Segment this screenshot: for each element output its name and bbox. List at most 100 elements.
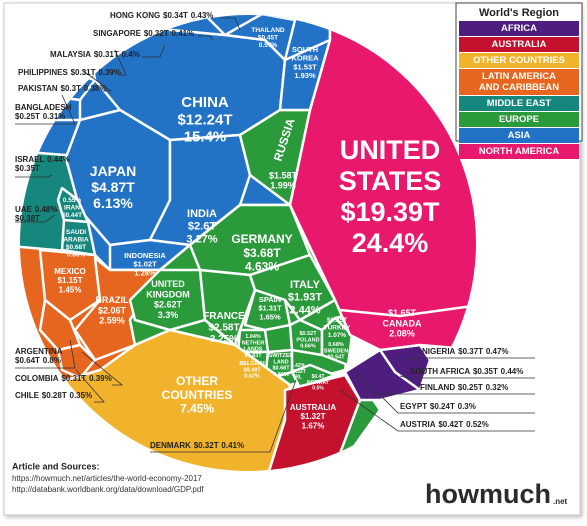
country-gdp: $2.06T	[98, 306, 127, 316]
leader-line	[142, 44, 166, 58]
country-label: TURKEY	[324, 324, 351, 331]
country-label: $0.25T 0.31%	[15, 112, 65, 121]
country-gdp: $0.64T	[15, 356, 40, 365]
country-label: IRAN	[64, 204, 80, 211]
country-share: 1.93%	[294, 71, 316, 80]
country-label: 4.63%	[245, 260, 279, 274]
country-name: UNITED	[151, 279, 185, 289]
country-label: $1.15T	[58, 276, 83, 285]
country-label: COLOMBIA $0.31T 0.39%	[15, 374, 112, 383]
country-label: $1.02T	[133, 260, 157, 269]
cell	[38, 248, 102, 322]
country-share: 2.59%	[99, 316, 125, 326]
country-share: 1.99%	[270, 181, 296, 191]
leader-line	[81, 69, 113, 92]
country-name: INDONESIA	[124, 251, 166, 260]
country-label: $0.33T	[290, 369, 306, 375]
country-name: NETHER	[242, 341, 265, 347]
country-label: 3.3%	[158, 310, 179, 320]
country-name: THAILAND	[251, 27, 285, 34]
country-share: 15.4%	[184, 128, 227, 145]
country-label: MEXICO	[54, 267, 86, 276]
country-label: STATES	[339, 166, 442, 196]
country-gdp: $0.28T	[42, 391, 67, 400]
country-name: GERMANY	[231, 232, 292, 246]
country-label: ISRAEL 0.44%	[15, 155, 70, 164]
country-label: LANDS	[244, 347, 263, 353]
country-name: KOREA	[291, 54, 319, 63]
country-gdp: $0.83T	[244, 353, 262, 359]
country-label: SWITZER	[269, 353, 294, 359]
country-label: AUSTRALIA	[290, 403, 336, 412]
legend-swatch	[459, 53, 579, 68]
leader-line	[220, 17, 241, 31]
country-label: 1.45%	[59, 286, 82, 295]
country-share: 0.32%	[486, 383, 509, 392]
country-gdp: $1.32T	[301, 412, 326, 421]
country-gdp: $0.4T	[312, 374, 325, 380]
country-name: PHILIPPINES	[18, 68, 68, 77]
country-gdp: $0.49T	[243, 368, 261, 374]
leader-line	[379, 394, 535, 414]
country-label: 0.66%	[300, 344, 316, 350]
leader-line	[15, 339, 76, 369]
country-gdp: $0.33T	[290, 369, 306, 375]
country-label: 0.5%	[312, 386, 324, 392]
country-label: $1.93T	[288, 292, 323, 304]
country-name: STATES	[339, 166, 442, 196]
country-share: 0.68%	[328, 342, 344, 348]
country-share: 0.35%	[70, 391, 93, 400]
country-name: COUNTRIES	[162, 388, 233, 402]
cell	[56, 343, 97, 380]
source-link[interactable]: http://databank.worldbank.org/data/downl…	[12, 485, 204, 494]
legend-label: LATIN AMERICA	[482, 71, 556, 82]
country-share: 1.28%	[134, 268, 156, 277]
country-label: IRL	[294, 375, 302, 381]
country-name: POLAND	[296, 338, 319, 344]
country-label: $0.45T	[258, 34, 278, 41]
cell	[290, 363, 337, 390]
country-gdp: $0.85T	[327, 317, 347, 324]
country-label: 1.65%	[259, 312, 281, 321]
country-gdp: $0.32T	[144, 29, 169, 38]
country-name: IRL	[294, 375, 302, 381]
country-name: AUSTRALIA	[290, 403, 336, 412]
country-label: BANGLADESH	[15, 103, 72, 112]
legend-label: NORTH AMERICA	[479, 146, 560, 157]
country-label: 3.27%	[186, 233, 217, 245]
source-link[interactable]: https://howmuch.net/articles/the-world-e…	[12, 474, 202, 483]
leader-line	[354, 369, 535, 395]
country-share: 0.41%	[172, 29, 195, 38]
country-name: BRAZIL	[96, 295, 129, 305]
country-label: HONG KONG $0.34T 0.43%	[110, 11, 213, 20]
country-label: 2.08%	[389, 329, 415, 339]
country-label: 1.93%	[294, 71, 316, 80]
country-label: 24.4%	[352, 228, 429, 258]
country-gdp: $12.24T	[177, 111, 232, 128]
leader-line	[75, 369, 105, 403]
country-label: 7.45%	[180, 402, 214, 416]
country-gdp: $1.31T	[258, 304, 282, 313]
country-share: 0.5%	[312, 386, 324, 392]
country-label: $0.52T	[299, 331, 317, 337]
footer-heading: Article and Sources:	[12, 461, 100, 471]
country-label: 0.86%	[273, 372, 289, 378]
country-share: 0.39%	[98, 68, 121, 77]
country-label: $0.4T	[312, 374, 325, 380]
country-label: THAILAND	[251, 27, 285, 34]
country-gdp: $2.62T	[154, 300, 183, 310]
country-gdp: $4.87T	[91, 179, 135, 195]
country-gdp: $0.35T	[473, 367, 498, 376]
voronoi-map	[20, 15, 476, 471]
country-gdp: $19.39T	[340, 197, 440, 227]
country-label: $0.54T	[327, 355, 345, 361]
country-name: FINLAND	[420, 383, 455, 392]
country-gdp: $2.58T	[208, 322, 239, 333]
country-label: DENMARK $0.32T 0.41%	[150, 441, 244, 450]
country-gdp: $1.15T	[58, 276, 83, 285]
country-label: INDONESIA	[124, 251, 166, 260]
country-name: SINGAPORE	[93, 29, 142, 38]
leader-line	[81, 351, 124, 386]
country-label: $0.38T	[15, 214, 40, 223]
